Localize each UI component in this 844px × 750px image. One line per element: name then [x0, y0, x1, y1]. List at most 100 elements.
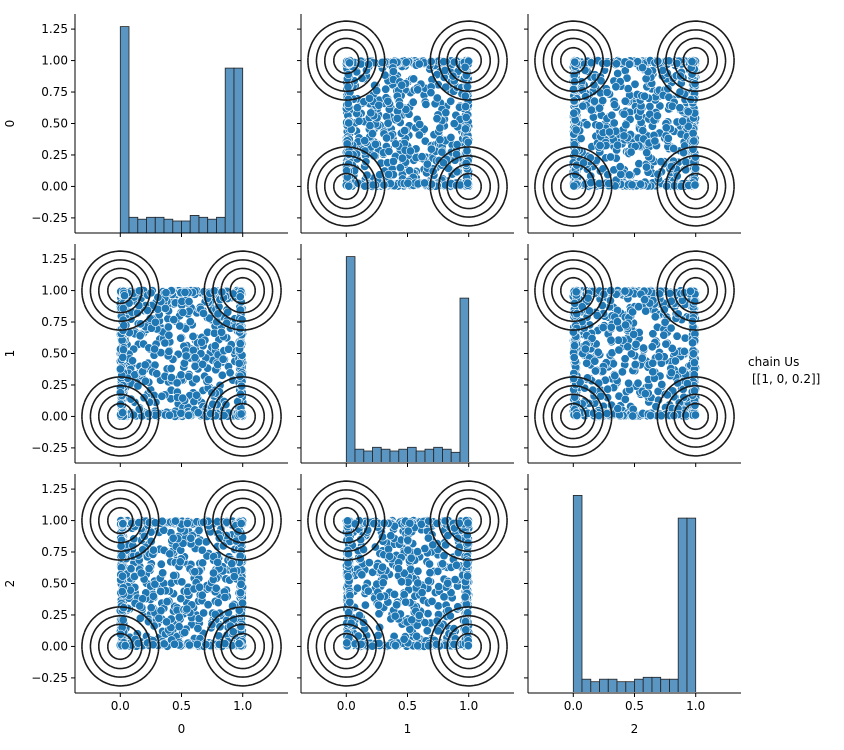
scatter-point [640, 389, 650, 399]
scatter-point [197, 590, 207, 600]
scatter-point [446, 96, 456, 106]
scatter-point [670, 356, 680, 366]
scatter-point [647, 342, 657, 352]
scatter-point [405, 146, 415, 156]
panel-plot-area [307, 480, 508, 687]
scatter-point [235, 339, 245, 349]
scatter-point [190, 353, 200, 363]
scatter-point [679, 346, 689, 356]
scatter-point [611, 59, 621, 69]
scatter-point [117, 586, 127, 596]
scatter-point [569, 108, 579, 118]
scatter-point [572, 410, 582, 420]
scatter-point [140, 360, 150, 370]
scatter-point [589, 96, 599, 106]
scatter-point [392, 113, 402, 123]
scatter-point [167, 373, 177, 383]
scatter-point [203, 600, 213, 610]
scatter-point [150, 317, 160, 327]
scatter-point [606, 322, 616, 332]
scatter-point [594, 121, 604, 131]
panel-1-2 [524, 244, 741, 467]
scatter-point [452, 167, 462, 177]
y-tick-label: 0.75 [41, 315, 68, 329]
histogram-bar [354, 448, 365, 462]
histogram-bar [424, 448, 435, 462]
histogram-bar [181, 220, 191, 233]
histogram-bar [128, 216, 139, 233]
scatter-point [129, 410, 139, 420]
kde-contour-level-1 [534, 250, 735, 457]
scatter-point [209, 568, 219, 578]
scatter-point [609, 118, 619, 128]
scatter-point [361, 157, 371, 167]
scatter-point [182, 604, 192, 614]
scatter-point [582, 358, 592, 368]
scatter-point [629, 329, 639, 339]
scatter-point [603, 384, 613, 394]
histogram-bar [119, 26, 130, 233]
scatter-point [571, 125, 581, 135]
scatter-point [156, 559, 166, 569]
scatter-point [364, 59, 374, 69]
scatter-point [446, 588, 456, 598]
scatter-point [209, 286, 219, 296]
scatter-point [118, 345, 128, 355]
scatter-point [441, 108, 451, 118]
scatter-point [165, 410, 175, 420]
scatter-point [461, 112, 471, 122]
scatter-point [640, 295, 650, 305]
y-tick-label: 1.25 [41, 482, 68, 496]
scatter-point [598, 96, 608, 106]
scatter-point [352, 103, 362, 113]
scatter-point [383, 118, 393, 128]
scatter-point [141, 376, 151, 386]
scatter-point [148, 640, 158, 650]
scatter-point [178, 393, 188, 403]
scatter-point [677, 365, 687, 375]
scatter-point [186, 533, 196, 543]
scatter-point [360, 136, 370, 146]
y-tick-label: 0.50 [41, 577, 68, 591]
scatter-point [176, 408, 186, 418]
scatter-point [344, 149, 354, 159]
scatter-point [620, 394, 630, 404]
scatter-point [236, 579, 246, 589]
scatter-point [161, 288, 171, 298]
scatter-point [227, 559, 237, 569]
scatter-point [623, 342, 633, 352]
scatter-point [119, 320, 129, 330]
kde-contour-level-4 [560, 276, 709, 431]
scatter-point [609, 100, 619, 110]
scatter-point [687, 57, 697, 67]
y-tick-label: −0.25 [31, 441, 68, 455]
panel-0-2 [524, 14, 741, 237]
scatter-point [397, 153, 407, 163]
scatter-point [587, 333, 597, 343]
y-tick-label: 0.00 [41, 409, 68, 423]
kde-contour-level-2 [542, 29, 727, 218]
histogram-bar [137, 218, 147, 233]
scatter-point [621, 120, 631, 130]
y-tick-label: 0.00 [41, 639, 68, 653]
scatter-point [388, 67, 398, 77]
scatter-point [180, 287, 190, 297]
scatter-point [176, 594, 186, 604]
scatter-point [690, 410, 700, 420]
scatter-point [641, 162, 651, 172]
scatter-point [201, 639, 211, 649]
scatter-point [181, 351, 191, 361]
scatter-point [615, 162, 625, 172]
y-tick-label: 0.75 [41, 545, 68, 559]
scatter-point [611, 82, 621, 92]
scatter-point [198, 558, 208, 568]
kde-contour-level-1 [534, 20, 735, 227]
scatter-point [659, 330, 669, 340]
scatter-point [364, 93, 374, 103]
panel-plot-area [119, 26, 244, 233]
scatter-point [463, 178, 473, 188]
scatter-point [654, 289, 664, 299]
scatter-point [146, 603, 156, 613]
scatter-point [136, 568, 146, 578]
scatter-point [592, 310, 602, 320]
